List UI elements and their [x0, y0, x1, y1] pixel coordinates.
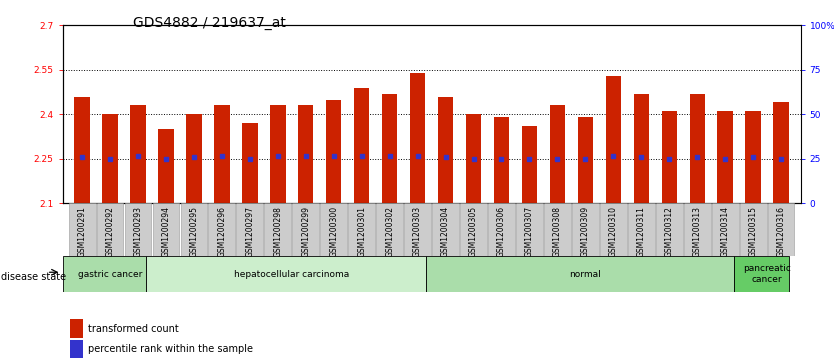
Text: GSM1200300: GSM1200300	[329, 206, 339, 257]
Bar	[354, 88, 369, 203]
Text: GSM1200311: GSM1200311	[637, 206, 646, 257]
Bar	[460, 203, 487, 256]
Bar	[208, 203, 235, 256]
Bar	[130, 106, 146, 203]
Text: GSM1200302: GSM1200302	[385, 206, 394, 257]
Bar	[767, 203, 795, 256]
Bar	[740, 203, 766, 256]
Text: transformed count: transformed count	[88, 324, 179, 334]
Bar	[522, 126, 537, 203]
Text: GSM1200314: GSM1200314	[721, 206, 730, 257]
Bar	[550, 106, 565, 203]
Bar	[572, 203, 599, 256]
Text: GSM1200310: GSM1200310	[609, 206, 618, 257]
Bar	[661, 111, 677, 203]
Bar	[734, 256, 790, 292]
Bar	[690, 94, 705, 203]
Bar	[684, 203, 711, 256]
Bar	[466, 114, 481, 203]
Text: GSM1200309: GSM1200309	[580, 206, 590, 257]
Bar	[237, 203, 264, 256]
Text: GSM1200306: GSM1200306	[497, 206, 506, 257]
Text: normal: normal	[570, 270, 601, 278]
Text: GSM1200292: GSM1200292	[106, 206, 114, 257]
Bar	[264, 203, 291, 256]
Bar	[158, 129, 173, 203]
Text: GSM1200304: GSM1200304	[441, 206, 450, 257]
Bar	[488, 203, 515, 256]
Bar	[432, 203, 459, 256]
Text: GSM1200293: GSM1200293	[133, 206, 143, 257]
Bar	[270, 106, 285, 203]
Bar	[544, 203, 570, 256]
Text: pancreatic
cancer: pancreatic cancer	[743, 264, 791, 284]
Bar	[605, 76, 621, 203]
Bar	[410, 73, 425, 203]
Text: GSM1200315: GSM1200315	[749, 206, 757, 257]
Text: GSM1200307: GSM1200307	[525, 206, 534, 257]
Text: GSM1200291: GSM1200291	[78, 206, 87, 257]
Bar	[298, 106, 314, 203]
Bar	[773, 102, 789, 203]
Text: GSM1200295: GSM1200295	[189, 206, 198, 257]
Text: GSM1200299: GSM1200299	[301, 206, 310, 257]
Bar	[404, 203, 431, 256]
Bar	[711, 203, 739, 256]
Bar	[382, 94, 397, 203]
Text: GSM1200301: GSM1200301	[357, 206, 366, 257]
Text: GSM1200298: GSM1200298	[274, 206, 283, 257]
Bar	[376, 203, 403, 256]
Bar	[600, 203, 626, 256]
Bar	[656, 203, 683, 256]
Bar	[180, 203, 208, 256]
Bar	[516, 203, 543, 256]
Text: GSM1200305: GSM1200305	[469, 206, 478, 257]
Bar	[68, 203, 96, 256]
Bar	[74, 97, 90, 203]
Bar	[293, 203, 319, 256]
Bar	[438, 97, 453, 203]
Bar	[326, 99, 341, 203]
Text: hepatocellular carcinoma: hepatocellular carcinoma	[234, 270, 349, 278]
Text: GSM1200303: GSM1200303	[413, 206, 422, 257]
Bar	[349, 203, 375, 256]
Text: GSM1200312: GSM1200312	[665, 206, 674, 257]
Text: GSM1200296: GSM1200296	[218, 206, 226, 257]
Bar	[320, 203, 347, 256]
Bar	[70, 319, 83, 338]
Bar	[426, 256, 734, 292]
Bar	[634, 94, 649, 203]
Bar	[717, 111, 733, 203]
Text: GDS4882 / 219637_at: GDS4882 / 219637_at	[133, 16, 286, 30]
Bar	[214, 106, 229, 203]
Bar	[186, 114, 202, 203]
Text: gastric cancer: gastric cancer	[78, 270, 143, 278]
Bar	[242, 123, 258, 203]
Bar	[578, 117, 593, 203]
Bar	[494, 117, 510, 203]
Text: GSM1200294: GSM1200294	[162, 206, 170, 257]
Bar	[628, 203, 655, 256]
Text: GSM1200308: GSM1200308	[553, 206, 562, 257]
Text: GSM1200297: GSM1200297	[245, 206, 254, 257]
Bar	[70, 339, 83, 358]
Text: GSM1200313: GSM1200313	[693, 206, 701, 257]
Bar	[147, 256, 426, 292]
Text: disease state: disease state	[1, 272, 66, 282]
Bar	[153, 203, 179, 256]
Text: GSM1200316: GSM1200316	[776, 206, 786, 257]
Bar	[124, 203, 152, 256]
Text: percentile rank within the sample: percentile rank within the sample	[88, 344, 254, 354]
Bar	[63, 256, 147, 292]
Bar	[97, 203, 123, 256]
Bar	[103, 114, 118, 203]
Bar	[746, 111, 761, 203]
